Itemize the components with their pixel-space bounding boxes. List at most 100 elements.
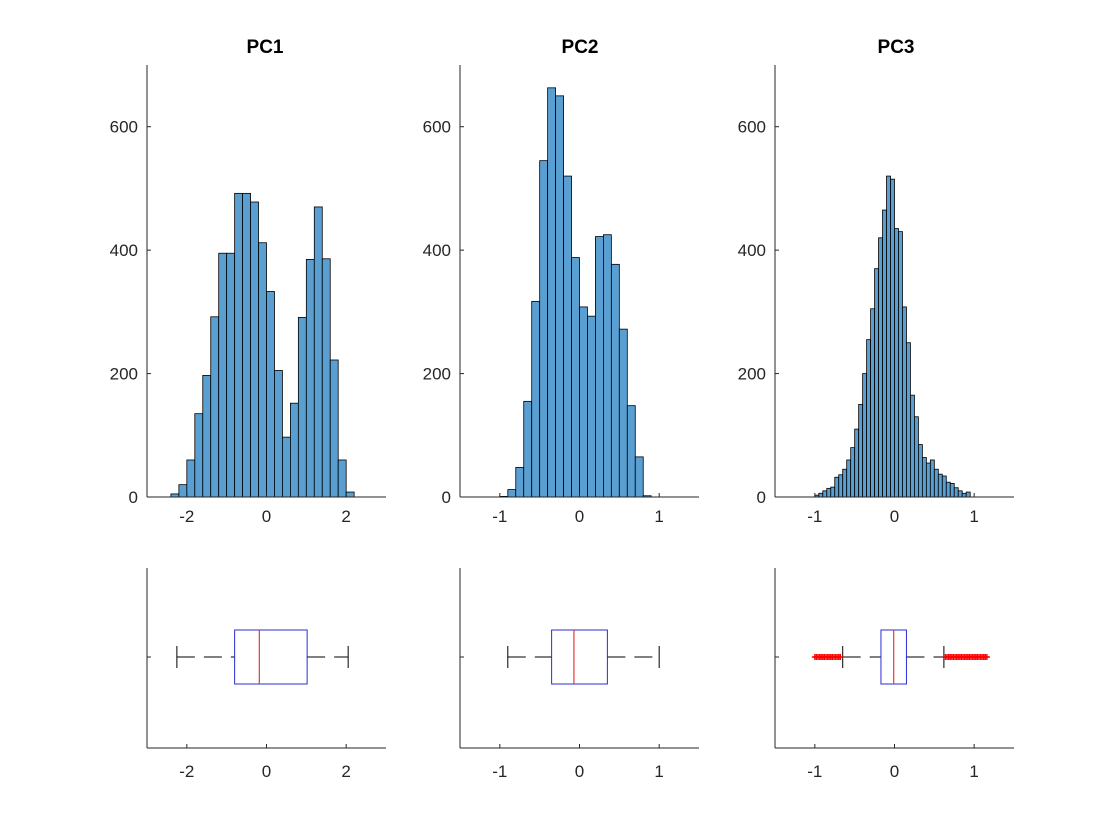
histogram-bar <box>321 258 331 498</box>
histogram-bar <box>846 459 852 498</box>
y-tick-label: 0 <box>442 488 451 507</box>
histogram-bar <box>515 466 525 498</box>
histogram-bar <box>571 257 580 498</box>
y-tick-label: 200 <box>423 365 451 384</box>
histogram-bar <box>882 209 887 498</box>
x-tick-label: 0 <box>575 762 584 781</box>
histogram-bar <box>329 359 339 498</box>
histogram-bar <box>618 328 628 498</box>
histogram-bar <box>937 473 943 498</box>
x-tick-label: -2 <box>179 762 194 781</box>
histogram-bar <box>258 242 267 498</box>
histogram-bar <box>305 258 315 498</box>
histogram-bar <box>634 456 644 498</box>
histogram-bar <box>242 192 251 498</box>
x-tick-label: 0 <box>262 507 271 526</box>
x-tick-label: 1 <box>969 762 978 781</box>
histogram-bar <box>626 405 636 498</box>
boxplot-pc2: -1 0 1 <box>459 568 699 781</box>
histogram-bar <box>345 491 355 498</box>
histogram-bar <box>870 308 875 498</box>
boxplot-pc3: -1 0 1 <box>774 568 1014 781</box>
histogram-bar <box>587 315 596 498</box>
chart-title-pc2: PC2 <box>562 37 599 58</box>
histogram-bar <box>531 300 541 498</box>
x-tick-label: -1 <box>807 762 822 781</box>
histogram-bar <box>579 306 588 498</box>
histogram-bar <box>874 268 879 498</box>
histogram-bar <box>906 342 911 498</box>
histogram-bar <box>878 237 883 498</box>
histogram-bar <box>850 447 856 498</box>
histogram-bar <box>949 483 955 498</box>
y-tick-label: 600 <box>738 118 766 137</box>
histogram-bar <box>854 428 860 498</box>
y-tick-label: 400 <box>423 241 451 260</box>
histogram-bar <box>218 252 228 498</box>
histogram-bar <box>838 474 844 498</box>
histogram-bar <box>178 484 188 498</box>
x-tick-label: -1 <box>492 762 507 781</box>
histogram-bar <box>921 457 927 498</box>
histogram-bar <box>226 252 236 498</box>
x-tick-label: 1 <box>654 762 663 781</box>
x-tick-label: 0 <box>890 507 899 526</box>
histogram-bar <box>826 487 832 498</box>
histogram-bar <box>266 291 275 498</box>
histogram-bar <box>274 370 283 498</box>
histogram-bar <box>610 263 620 498</box>
x-tick-label: 0 <box>575 507 584 526</box>
box-iqr <box>551 629 608 685</box>
y-tick-label: 0 <box>129 488 138 507</box>
x-tick-label: -1 <box>492 507 507 526</box>
histogram-bar <box>918 444 923 498</box>
x-tick-label: 0 <box>262 762 271 781</box>
histogram-bar <box>563 175 572 498</box>
histogram-bar <box>507 489 517 498</box>
y-tick-label: 600 <box>423 118 451 137</box>
x-tick-label: 1 <box>654 507 663 526</box>
histogram-bar <box>234 192 243 498</box>
histogram-bar <box>202 375 212 498</box>
histogram-bar <box>858 404 864 498</box>
histogram-bar <box>830 486 836 498</box>
histogram-bar <box>547 87 557 498</box>
histogram-pc1: PC1 0 200 400 600 -2 0 2 <box>110 37 386 526</box>
histogram-bar <box>961 492 967 498</box>
histogram-bar <box>925 462 931 498</box>
histogram-bar <box>902 306 907 498</box>
histogram-bar <box>555 95 564 498</box>
x-tick-label: 2 <box>341 507 350 526</box>
histogram-bar <box>910 394 915 498</box>
histogram-bar <box>842 468 848 498</box>
boxplot-pc1: -2 0 2 <box>146 568 386 781</box>
histogram-bar <box>898 231 903 498</box>
histogram-bar <box>186 459 196 498</box>
y-tick-label: 200 <box>110 365 138 384</box>
histogram-bar <box>929 459 935 498</box>
x-tick-label: 2 <box>341 762 350 781</box>
histogram-bar <box>250 201 259 498</box>
box-iqr <box>234 629 308 685</box>
histogram-bar <box>523 400 533 498</box>
histogram-bar <box>914 416 919 498</box>
histogram-bar <box>894 228 899 498</box>
outlier-marker <box>983 654 990 660</box>
histogram-bar <box>818 492 824 498</box>
histogram-bar <box>957 490 963 498</box>
histogram-bar <box>941 475 947 498</box>
y-tick-label: 0 <box>757 488 766 507</box>
histogram-bar <box>822 490 828 498</box>
histogram-pc3: PC3 0 200 400 600 -1 0 1 <box>738 37 1014 526</box>
histogram-bar <box>834 476 840 498</box>
x-tick-label: 1 <box>969 507 978 526</box>
histogram-bar <box>945 481 951 498</box>
y-tick-label: 400 <box>110 241 138 260</box>
histogram-bar <box>603 234 612 498</box>
histogram-bar <box>194 413 204 498</box>
histogram-bar <box>933 468 939 498</box>
histogram-bar <box>862 373 868 498</box>
histogram-bar <box>289 402 299 498</box>
outlier-marker <box>837 654 844 660</box>
